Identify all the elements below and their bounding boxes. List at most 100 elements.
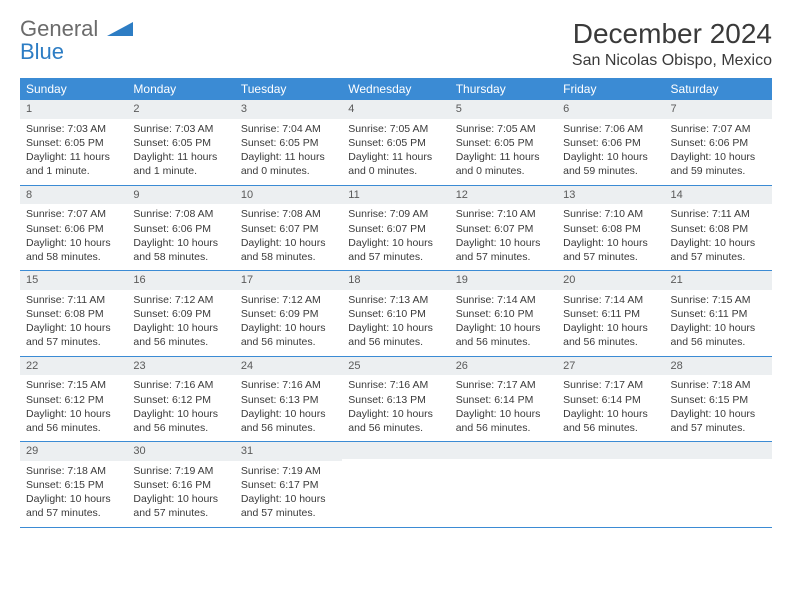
day-cell: 2Sunrise: 7:03 AMSunset: 6:05 PMDaylight… bbox=[127, 100, 234, 185]
sunrise-text: Sunrise: 7:19 AM bbox=[241, 464, 336, 478]
brand-logo: General Blue bbox=[20, 18, 133, 64]
daylight-text: Daylight: 10 hours and 56 minutes. bbox=[348, 321, 443, 349]
sunset-text: Sunset: 6:13 PM bbox=[241, 393, 336, 407]
day-cell: 24Sunrise: 7:16 AMSunset: 6:13 PMDayligh… bbox=[235, 356, 342, 442]
daylight-text: Daylight: 10 hours and 56 minutes. bbox=[348, 407, 443, 435]
day-cell: 10Sunrise: 7:08 AMSunset: 6:07 PMDayligh… bbox=[235, 185, 342, 271]
day-number: 9 bbox=[127, 186, 234, 205]
daylight-text: Daylight: 10 hours and 57 minutes. bbox=[671, 236, 766, 264]
sunset-text: Sunset: 6:07 PM bbox=[456, 222, 551, 236]
day-cell: 15Sunrise: 7:11 AMSunset: 6:08 PMDayligh… bbox=[20, 271, 127, 357]
day-number: 29 bbox=[20, 442, 127, 461]
sunset-text: Sunset: 6:05 PM bbox=[241, 136, 336, 150]
sunrise-text: Sunrise: 7:04 AM bbox=[241, 122, 336, 136]
day-cell: 16Sunrise: 7:12 AMSunset: 6:09 PMDayligh… bbox=[127, 271, 234, 357]
day-cell: 13Sunrise: 7:10 AMSunset: 6:08 PMDayligh… bbox=[557, 185, 664, 271]
sunset-text: Sunset: 6:05 PM bbox=[348, 136, 443, 150]
sunset-text: Sunset: 6:05 PM bbox=[456, 136, 551, 150]
day-cell: 28Sunrise: 7:18 AMSunset: 6:15 PMDayligh… bbox=[665, 356, 772, 442]
day-cell bbox=[557, 442, 664, 528]
daylight-text: Daylight: 11 hours and 1 minute. bbox=[26, 150, 121, 178]
sunrise-text: Sunrise: 7:14 AM bbox=[456, 293, 551, 307]
sunset-text: Sunset: 6:09 PM bbox=[133, 307, 228, 321]
daylight-text: Daylight: 10 hours and 57 minutes. bbox=[241, 492, 336, 520]
daylight-text: Daylight: 10 hours and 57 minutes. bbox=[26, 492, 121, 520]
day-cell: 9Sunrise: 7:08 AMSunset: 6:06 PMDaylight… bbox=[127, 185, 234, 271]
week-row: 29Sunrise: 7:18 AMSunset: 6:15 PMDayligh… bbox=[20, 442, 772, 528]
day-number: 3 bbox=[235, 100, 342, 119]
sunrise-text: Sunrise: 7:05 AM bbox=[348, 122, 443, 136]
calendar-body: 1Sunrise: 7:03 AMSunset: 6:05 PMDaylight… bbox=[20, 100, 772, 527]
day-cell: 5 Sunrise: 7:05 AMSunset: 6:05 PMDaylight… bbox=[450, 100, 557, 185]
sunrise-text: Sunrise: 7:10 AM bbox=[563, 207, 658, 221]
sunset-text: Sunset: 6:07 PM bbox=[348, 222, 443, 236]
sunrise-text: Sunrise: 7:05 AM bbox=[456, 122, 551, 136]
month-title: December 2024 bbox=[572, 18, 772, 50]
day-cell: 19Sunrise: 7:14 AMSunset: 6:10 PMDayligh… bbox=[450, 271, 557, 357]
sunset-text: Sunset: 6:15 PM bbox=[26, 478, 121, 492]
sunset-text: Sunset: 6:05 PM bbox=[26, 136, 121, 150]
sunrise-text: Sunrise: 7:19 AM bbox=[133, 464, 228, 478]
day-number: 19 bbox=[450, 271, 557, 290]
sunset-text: Sunset: 6:06 PM bbox=[671, 136, 766, 150]
daylight-text: Daylight: 10 hours and 56 minutes. bbox=[456, 321, 551, 349]
calendar-table: Sunday Monday Tuesday Wednesday Thursday… bbox=[20, 78, 772, 528]
sunset-text: Sunset: 6:13 PM bbox=[348, 393, 443, 407]
daylight-text: Daylight: 10 hours and 58 minutes. bbox=[133, 236, 228, 264]
week-row: 8Sunrise: 7:07 AMSunset: 6:06 PMDaylight… bbox=[20, 185, 772, 271]
day-number: 2 bbox=[127, 100, 234, 119]
sunrise-text: Sunrise: 7:03 AM bbox=[26, 122, 121, 136]
sunrise-text: Sunrise: 7:07 AM bbox=[671, 122, 766, 136]
sunrise-text: Sunrise: 7:08 AM bbox=[241, 207, 336, 221]
day-cell: 6Sunrise: 7:06 AMSunset: 6:06 PMDaylight… bbox=[557, 100, 664, 185]
sunset-text: Sunset: 6:17 PM bbox=[241, 478, 336, 492]
day-header: Friday bbox=[557, 78, 664, 100]
day-number: 7 bbox=[665, 100, 772, 119]
day-number bbox=[342, 442, 449, 459]
day-header: Tuesday bbox=[235, 78, 342, 100]
title-block: December 2024 San Nicolas Obispo, Mexico bbox=[572, 18, 772, 70]
day-number: 25 bbox=[342, 357, 449, 376]
sunrise-text: Sunrise: 7:15 AM bbox=[671, 293, 766, 307]
week-row: 15Sunrise: 7:11 AMSunset: 6:08 PMDayligh… bbox=[20, 271, 772, 357]
day-number: 26 bbox=[450, 357, 557, 376]
day-number: 1 bbox=[20, 100, 127, 119]
day-cell: 23Sunrise: 7:16 AMSunset: 6:12 PMDayligh… bbox=[127, 356, 234, 442]
daylight-text: Daylight: 11 hours and 0 minutes. bbox=[348, 150, 443, 178]
daylight-text: Daylight: 10 hours and 56 minutes. bbox=[133, 321, 228, 349]
daylight-text: Daylight: 10 hours and 57 minutes. bbox=[26, 321, 121, 349]
day-cell: 25Sunrise: 7:16 AMSunset: 6:13 PMDayligh… bbox=[342, 356, 449, 442]
sunset-text: Sunset: 6:08 PM bbox=[671, 222, 766, 236]
sunrise-text: Sunrise: 7:14 AM bbox=[563, 293, 658, 307]
day-cell: 1 Sunrise: 7:03 AMSunset: 6:05 PMDaylight… bbox=[20, 100, 127, 185]
sunset-text: Sunset: 6:07 PM bbox=[241, 222, 336, 236]
day-cell: 12Sunrise: 7:10 AMSunset: 6:07 PMDayligh… bbox=[450, 185, 557, 271]
day-cell: 4 Sunrise: 7:05 AMSunset: 6:05 PMDaylight… bbox=[342, 100, 449, 185]
day-number bbox=[450, 442, 557, 459]
day-number: 5 bbox=[450, 100, 557, 119]
sunrise-text: Sunrise: 7:11 AM bbox=[671, 207, 766, 221]
daylight-text: Daylight: 10 hours and 56 minutes. bbox=[241, 407, 336, 435]
sunrise-text: Sunrise: 7:09 AM bbox=[348, 207, 443, 221]
day-number: 4 bbox=[342, 100, 449, 119]
day-number: 21 bbox=[665, 271, 772, 290]
day-number: 16 bbox=[127, 271, 234, 290]
daylight-text: Daylight: 10 hours and 56 minutes. bbox=[133, 407, 228, 435]
daylight-text: Daylight: 10 hours and 58 minutes. bbox=[26, 236, 121, 264]
sunset-text: Sunset: 6:11 PM bbox=[671, 307, 766, 321]
day-number: 23 bbox=[127, 357, 234, 376]
day-cell: 26Sunrise: 7:17 AMSunset: 6:14 PMDayligh… bbox=[450, 356, 557, 442]
day-header: Wednesday bbox=[342, 78, 449, 100]
sunrise-text: Sunrise: 7:18 AM bbox=[671, 378, 766, 392]
day-cell: 20Sunrise: 7:14 AMSunset: 6:11 PMDayligh… bbox=[557, 271, 664, 357]
day-cell: 22Sunrise: 7:15 AMSunset: 6:12 PMDayligh… bbox=[20, 356, 127, 442]
day-number: 13 bbox=[557, 186, 664, 205]
week-row: 1Sunrise: 7:03 AMSunset: 6:05 PMDaylight… bbox=[20, 100, 772, 185]
daylight-text: Daylight: 11 hours and 0 minutes. bbox=[241, 150, 336, 178]
day-number bbox=[557, 442, 664, 459]
daylight-text: Daylight: 11 hours and 0 minutes. bbox=[456, 150, 551, 178]
daylight-text: Daylight: 10 hours and 56 minutes. bbox=[26, 407, 121, 435]
day-number: 10 bbox=[235, 186, 342, 205]
day-number: 24 bbox=[235, 357, 342, 376]
day-cell: 7Sunrise: 7:07 AMSunset: 6:06 PMDaylight… bbox=[665, 100, 772, 185]
